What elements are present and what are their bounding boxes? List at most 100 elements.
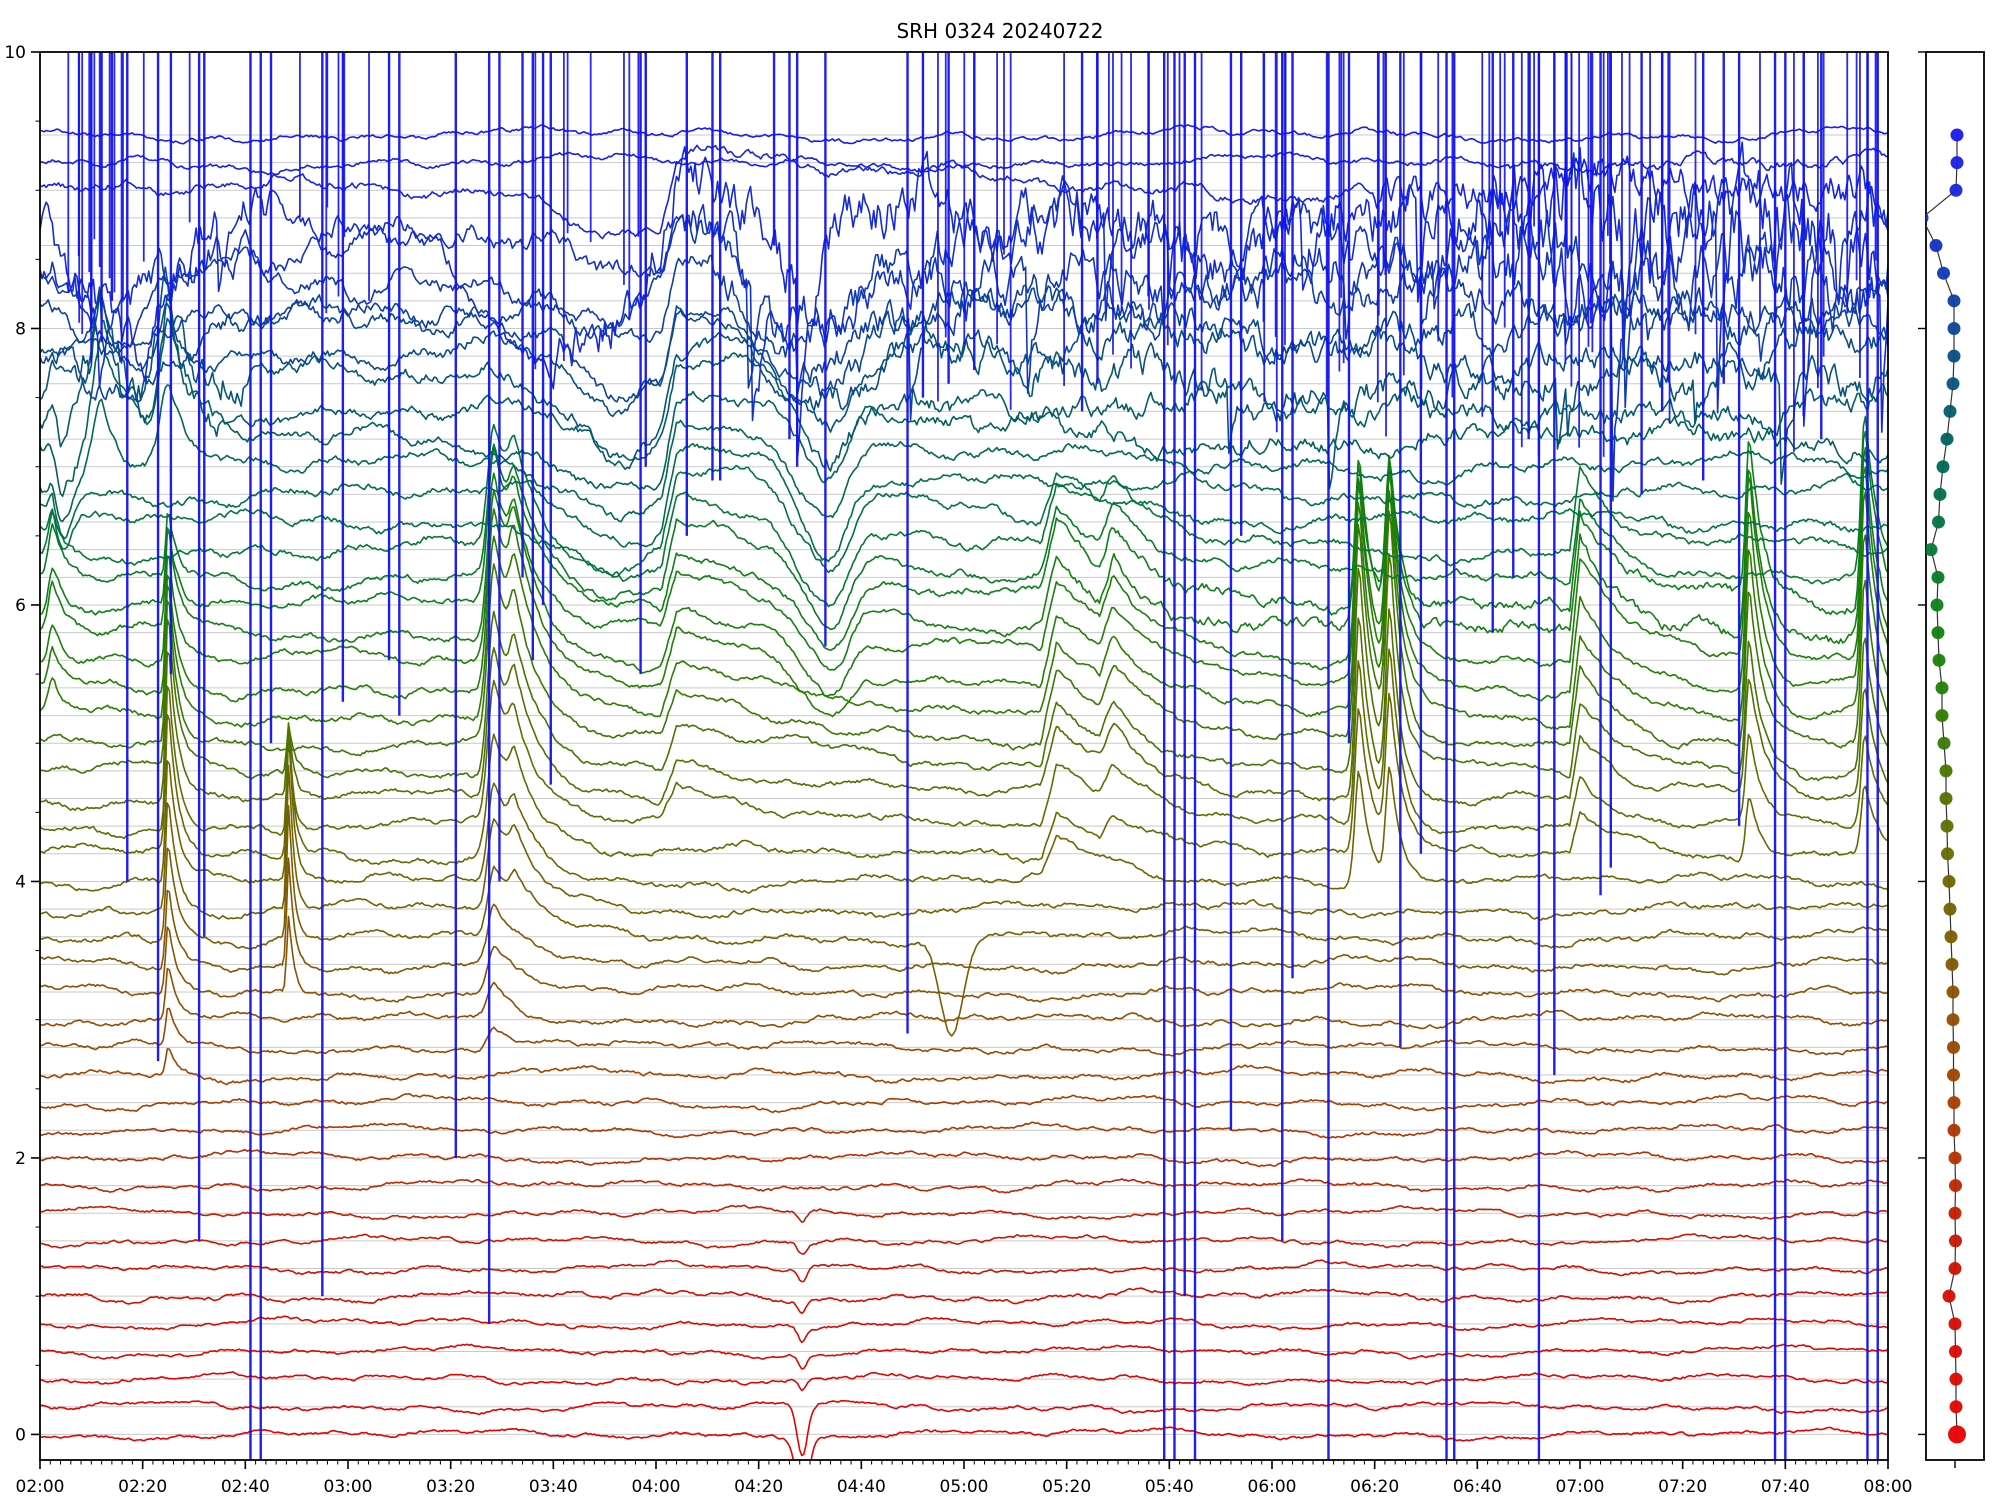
panel-dot — [1937, 266, 1950, 280]
trace-line — [40, 1287, 1888, 1315]
panel-dot — [1949, 1400, 1963, 1414]
x-tick-label: 07:00 — [1556, 1477, 1605, 1497]
panel-dot — [1947, 349, 1961, 363]
panel-dot — [1940, 819, 1954, 833]
y-tick-label: 0 — [15, 1425, 26, 1445]
panel-dot — [1944, 930, 1958, 944]
panel-dot — [1949, 1372, 1963, 1386]
trace-line — [40, 1092, 1888, 1114]
trace-line — [40, 430, 1888, 652]
panel-dot — [1947, 1096, 1961, 1110]
panel-dot — [1935, 709, 1949, 723]
panel-dot — [1948, 1317, 1962, 1331]
trace-line — [40, 967, 1888, 1030]
rfi-spike-lines — [67, 52, 1879, 1460]
panel-dot — [1947, 321, 1961, 335]
panel-dot — [1931, 626, 1945, 640]
panel-dot — [1939, 792, 1953, 806]
trace-line — [40, 1315, 1888, 1344]
trace-line — [40, 384, 1888, 523]
chart-title: SRH 0324 20240722 — [896, 19, 1103, 43]
y-tick-label: 2 — [15, 1149, 26, 1169]
y-tick-label: 6 — [15, 596, 26, 616]
panel-dot — [1947, 294, 1961, 308]
trace-line — [40, 464, 1888, 577]
x-tick-label: 06:40 — [1453, 1477, 1502, 1497]
trace-line — [40, 608, 1888, 812]
x-tick-label: 02:40 — [221, 1477, 270, 1497]
panel-dot — [1943, 902, 1957, 916]
panel-dot — [1949, 1234, 1962, 1248]
panel-dot — [1943, 404, 1957, 418]
trace-line — [40, 465, 1888, 698]
x-tick-label: 07:20 — [1658, 1477, 1707, 1497]
panel-dot — [1931, 570, 1945, 584]
panel-dot — [1945, 957, 1959, 971]
x-tick-label: 04:20 — [734, 1477, 783, 1497]
panel-dot — [1933, 487, 1947, 501]
trace-line — [40, 471, 1888, 718]
trace-line — [40, 446, 1888, 671]
panel-dot — [1932, 515, 1945, 529]
trace-line — [40, 730, 1888, 894]
panel-dot — [1948, 1151, 1962, 1165]
trace-line — [40, 804, 1888, 1037]
panel-dot — [1949, 1344, 1962, 1358]
panel-dot — [1948, 1425, 1966, 1444]
panel-dot — [1941, 847, 1954, 861]
trace-line — [40, 1007, 1888, 1057]
x-tick-label: 03:20 — [426, 1477, 475, 1497]
x-tick-label: 03:40 — [529, 1477, 578, 1497]
y-tick-label: 4 — [15, 872, 26, 892]
trace-line — [40, 1204, 1888, 1223]
x-tick-label: 06:20 — [1350, 1477, 1399, 1497]
panel-dot — [1940, 432, 1954, 446]
panel-dot — [1930, 598, 1944, 612]
x-tick-label: 02:20 — [118, 1477, 167, 1497]
trace-line — [40, 1233, 1888, 1255]
trace-line — [40, 489, 1888, 730]
panel-dot — [1929, 239, 1943, 253]
trace-line — [40, 1178, 1888, 1194]
panel-dot — [1949, 1179, 1962, 1193]
panel-dot — [1949, 183, 1963, 197]
trace-line — [40, 1371, 1888, 1392]
x-tick-label: 03:00 — [324, 1477, 373, 1497]
panel-dot — [1946, 1013, 1960, 1027]
panel-dot — [1948, 1262, 1962, 1276]
trace-line — [40, 857, 1888, 976]
x-tick-label: 05:00 — [940, 1477, 989, 1497]
y-tick-label: 10 — [4, 43, 26, 63]
x-axis: 02:00 02:20 02:40 03:00 03:20 03:40 04:00 04:20… — [16, 1460, 1913, 1497]
trace-line — [40, 692, 1888, 866]
panel-dot — [1942, 1289, 1956, 1303]
y-axis: 0 2 4 6 8 10 — [4, 43, 40, 1445]
trace-line — [40, 915, 1888, 1003]
trace-line — [40, 510, 1888, 757]
panel-dot — [1947, 1068, 1960, 1082]
trace-line — [40, 764, 1888, 921]
x-tick-label: 08:00 — [1864, 1477, 1913, 1497]
trace-line — [40, 1259, 1888, 1283]
trace-line — [40, 553, 1888, 782]
panel-dot — [1948, 1206, 1962, 1220]
panel-dot — [1946, 985, 1960, 999]
panel-dot — [1926, 212, 1929, 224]
x-tick-label: 06:00 — [1248, 1477, 1297, 1497]
x-tick-label: 07:40 — [1761, 1477, 1810, 1497]
trace-line — [40, 1426, 1888, 1460]
side-panel — [1918, 51, 1985, 1468]
x-tick-label: 04:00 — [632, 1477, 681, 1497]
trace-line — [40, 1149, 1888, 1168]
trace-line — [40, 423, 1888, 608]
panel-dot — [1947, 1123, 1961, 1137]
trace-line — [40, 442, 1888, 563]
y-tick-label: 8 — [15, 319, 26, 339]
panel-dot — [1946, 377, 1960, 391]
trace-line — [40, 648, 1888, 840]
x-tick-label: 05:40 — [1145, 1477, 1194, 1497]
panel-dot — [1947, 1040, 1960, 1054]
panel-dot — [1950, 156, 1964, 170]
